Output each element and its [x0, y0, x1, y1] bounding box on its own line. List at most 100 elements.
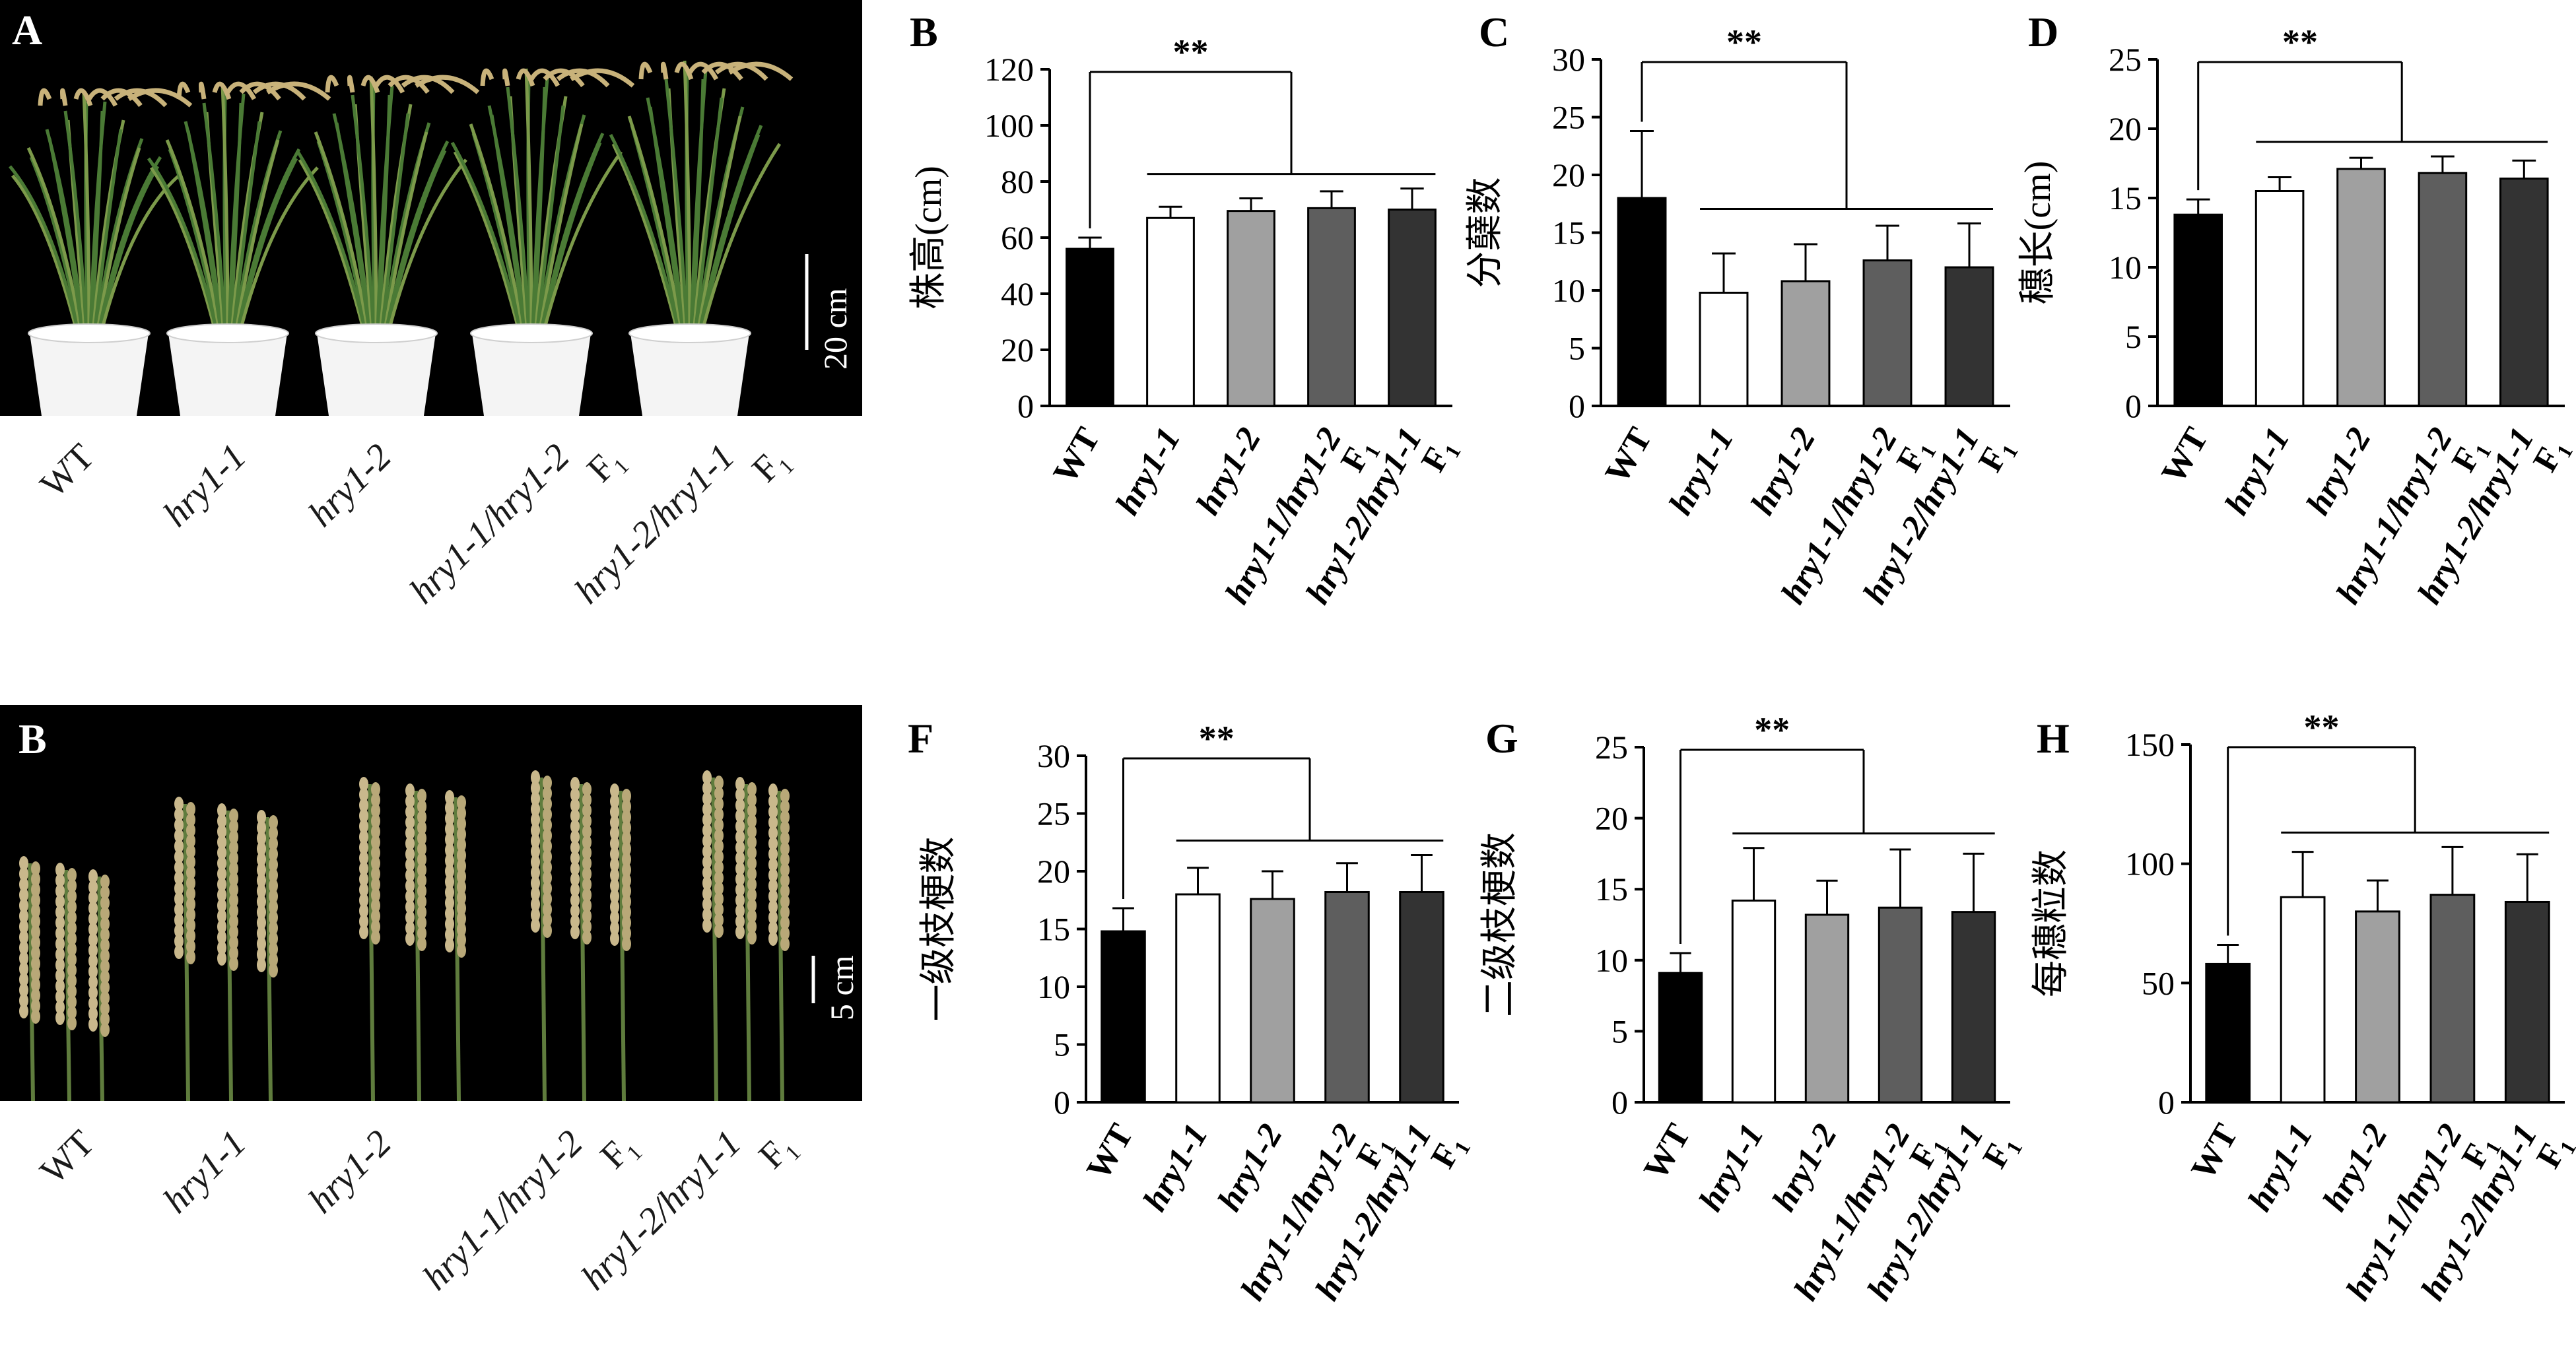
- y-tick-label: 20: [1037, 853, 1070, 890]
- y-tick-label: 20: [1552, 156, 1585, 193]
- panel-letter-b-photo: B: [18, 715, 47, 762]
- panicle-illustration: [217, 803, 238, 1101]
- y-tick-label: 20: [1001, 331, 1034, 368]
- bar: [1146, 216, 1195, 407]
- y-tick-label: 0: [1017, 387, 1034, 424]
- x-tick-label: hry1-1: [2241, 1118, 2320, 1218]
- panel-letter-a: A: [12, 7, 43, 53]
- bar: [1804, 913, 1850, 1104]
- panicle-illustration: [702, 770, 724, 1101]
- y-axis-label: 株高(cm): [908, 166, 949, 310]
- x-tick-label: WT: [2154, 422, 2216, 490]
- panel-letter: D: [2028, 9, 2058, 55]
- panicle-illustration: [445, 790, 466, 1101]
- bar: [1324, 891, 1370, 1104]
- plant-illustration: [609, 60, 794, 416]
- plant-illustration: [9, 88, 193, 416]
- y-tick-label: 25: [1595, 729, 1628, 766]
- significance-label: **: [1754, 710, 1790, 750]
- bar: [1862, 259, 1913, 407]
- y-tick-label: 25: [1552, 99, 1585, 136]
- significance-label: **: [1173, 32, 1209, 72]
- significance-bracket: [1122, 757, 1444, 899]
- y-tick-label: 10: [1552, 272, 1585, 309]
- bar: [2429, 894, 2476, 1104]
- x-tick-label: hry1-2: [1744, 422, 1823, 521]
- panicle-illustration: [570, 777, 592, 1101]
- panel-letter: H: [2037, 715, 2070, 762]
- y-tick-label: 5: [1611, 1012, 1628, 1049]
- bar: [1399, 891, 1444, 1104]
- bar: [2173, 213, 2223, 407]
- bar: [1780, 280, 1831, 407]
- x-tick-label: WT: [1079, 1118, 1141, 1187]
- bar: [1878, 906, 1923, 1104]
- panicle-illustration: [88, 869, 110, 1101]
- bar-chart-f: F051015202530一级枝梗数**WThry1-1hry1-2hry1-1…: [908, 715, 1475, 1307]
- bar: [1658, 972, 1703, 1104]
- x-tick-label: WT: [1046, 422, 1108, 490]
- y-tick-label: 0: [1569, 387, 1585, 424]
- bar: [2418, 172, 2468, 407]
- x-tick-label: hry1-2: [2316, 1118, 2395, 1218]
- y-tick-label: 50: [2142, 964, 2175, 1001]
- bar: [1951, 911, 1996, 1104]
- panicle-illustration: [768, 783, 790, 1101]
- panel-letter: C: [1479, 9, 1509, 55]
- y-tick-label: 15: [1595, 871, 1628, 908]
- y-tick-label: 15: [2109, 180, 2142, 216]
- y-tick-label: 30: [1037, 737, 1070, 774]
- bar: [2254, 190, 2305, 407]
- bar-chart-g: G0510152025二级枝梗数**WThry1-1hry1-2hry1-1/h…: [1479, 710, 2027, 1307]
- y-tick-label: 10: [2109, 249, 2142, 286]
- bar: [1731, 899, 1777, 1104]
- panicle-illustration: [405, 783, 426, 1101]
- y-tick-label: 100: [984, 107, 1034, 144]
- significance-label: **: [1199, 719, 1235, 758]
- plant-illustration: [295, 75, 480, 416]
- y-tick-label: 5: [1569, 330, 1585, 367]
- y-axis-label: 分蘖数: [1465, 178, 1506, 288]
- x-tick-label: WT: [1598, 422, 1660, 490]
- significance-bracket: [2227, 746, 2550, 936]
- bar: [1617, 197, 1667, 407]
- y-tick-label: 0: [1611, 1084, 1628, 1121]
- bar: [1699, 292, 1749, 407]
- plant-illustration: [450, 68, 635, 416]
- bar-chart-h: H050100150每穗粒数**WThry1-1hry1-2hry1-1/hry…: [2031, 708, 2576, 1307]
- y-tick-label: 0: [1054, 1084, 1070, 1121]
- x-tick-label: hry1-1: [1108, 422, 1188, 521]
- x-tick-label: hry1-1: [1136, 1118, 1215, 1218]
- bar: [1250, 898, 1295, 1104]
- y-tick-label: 120: [984, 51, 1034, 88]
- significance-bracket: [1641, 61, 1993, 210]
- y-axis-label: 二级枝梗数: [1479, 832, 1520, 1017]
- y-tick-label: 150: [2125, 726, 2175, 763]
- x-tick-label: hry1-2: [1211, 1118, 1290, 1218]
- y-tick-label: 15: [1037, 911, 1070, 948]
- bar: [2355, 910, 2400, 1104]
- panel-letter: B: [910, 9, 938, 55]
- plant-illustration: [147, 81, 331, 416]
- x-tick-label: hry1-1: [2218, 422, 2297, 521]
- x-tick-label: WT: [1637, 1118, 1698, 1187]
- y-axis-label: 每穗粒数: [2031, 849, 2072, 997]
- y-tick-label: 15: [1552, 215, 1585, 251]
- significance-bracket: [1679, 748, 1995, 945]
- y-tick-label: 0: [2158, 1084, 2175, 1121]
- significance-label: **: [1726, 22, 1762, 62]
- y-tick-label: 0: [2125, 387, 2142, 424]
- x-tick-label: WT: [2184, 1118, 2245, 1187]
- bar: [2336, 168, 2386, 407]
- panel-letter: G: [1485, 715, 1518, 762]
- y-axis-label: 穗长(cm): [2017, 161, 2058, 305]
- y-tick-label: 5: [2125, 318, 2142, 355]
- bar: [1101, 930, 1146, 1104]
- panicle-illustration: [174, 797, 195, 1101]
- significance-label: **: [2303, 708, 2339, 747]
- panicle-illustration: [531, 770, 552, 1101]
